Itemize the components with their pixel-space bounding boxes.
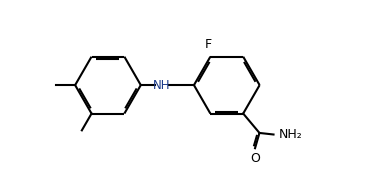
Text: NH: NH	[153, 79, 171, 92]
Text: NH₂: NH₂	[279, 128, 303, 141]
Text: O: O	[250, 152, 260, 165]
Text: F: F	[205, 38, 212, 51]
